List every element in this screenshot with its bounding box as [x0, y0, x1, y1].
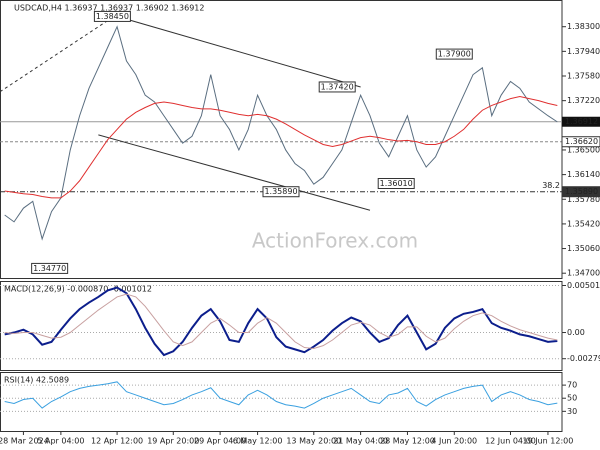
price-label-box [93, 10, 131, 22]
panel-frame [0, 372, 563, 432]
y-tick-label: 0.005018 [567, 281, 600, 290]
x-tick-label: 12 Apr 12:00 [91, 437, 143, 446]
series-line [4, 286, 558, 357]
trend-line [116, 15, 361, 88]
y-tick-label: 0.00 [567, 328, 585, 337]
panel-title: MACD(12,26,9) -0.000870 -0.001012 [4, 285, 152, 294]
series-line [4, 293, 558, 349]
x-tick-label: 19 Apr 20:00 [147, 437, 199, 446]
series-line [4, 96, 558, 199]
price-label-box [318, 81, 356, 93]
price-label: 1.36010 [380, 179, 413, 188]
x-tick-label: 21 May 04:00 [333, 437, 388, 446]
x-tick-label: 4 Jun 20:00 [431, 437, 477, 446]
watermark: ActionForex.com [252, 229, 418, 253]
y-tick-label: 70 [567, 381, 577, 390]
y-tick-label: 1.36500 [567, 145, 600, 154]
y-tick-label: 50 [567, 394, 577, 403]
price-label: 1.34770 [33, 264, 66, 273]
last-price-box [562, 116, 600, 127]
x-tick-label: 29 Apr 04:00 [194, 437, 246, 446]
x-tick-label: 5 Apr 04:00 [37, 437, 84, 446]
level-label: 1.35890 [565, 187, 598, 196]
y-tick-label: -0.002795 [567, 354, 600, 363]
y-tick-label: 30 [567, 407, 577, 416]
y-tick-label: 1.37580 [567, 72, 600, 81]
y-tick-label: 1.34700 [567, 269, 600, 278]
price-label: 1.38450 [96, 12, 129, 21]
price-label-box [377, 178, 415, 190]
price-label: 1.37900 [438, 50, 471, 59]
series-line [4, 381, 558, 409]
series-line [4, 25, 558, 241]
price-label-box [262, 186, 300, 198]
price-label: 1.37420 [321, 82, 354, 91]
trend-line [0, 13, 118, 93]
x-tick-label: 13 May 20:00 [286, 437, 341, 446]
level-box [561, 186, 600, 198]
price-label-box [31, 262, 69, 274]
price-label: 1.35890 [264, 187, 297, 196]
y-tick-label: 1.37940 [567, 47, 600, 56]
price-label-box [435, 48, 473, 60]
x-tick-label: 19 Jun 12:00 [523, 437, 574, 446]
panel-frame [0, 281, 563, 371]
x-tick-label: 12 Jun 04:00 [485, 437, 536, 446]
x-tick-label: 28 May 12:00 [380, 437, 435, 446]
y-tick-label: 1.36140 [567, 170, 600, 179]
level-box [561, 136, 600, 148]
y-tick-label: 1.38300 [567, 22, 600, 31]
x-tick-label: 6 May 12:00 [233, 437, 283, 446]
y-tick-label: 1.37220 [567, 96, 600, 105]
y-tick-label: 1.35420 [567, 219, 600, 228]
panel-title: USDCAD,H4 1.36937 1.36937 1.36902 1.3691… [14, 4, 204, 13]
x-tick-label: 28 Mar 2024 [0, 437, 49, 446]
trend-line [98, 134, 371, 211]
level-label: 1.36620 [565, 137, 598, 146]
y-tick-label: 1.35780 [567, 195, 600, 204]
y-tick-label: 1.35060 [567, 244, 600, 253]
fib-label: 38.2 [542, 181, 560, 190]
panel-title: RSI(14) 42.5089 [4, 376, 69, 385]
last-price-label: 1.36912 [565, 117, 598, 126]
